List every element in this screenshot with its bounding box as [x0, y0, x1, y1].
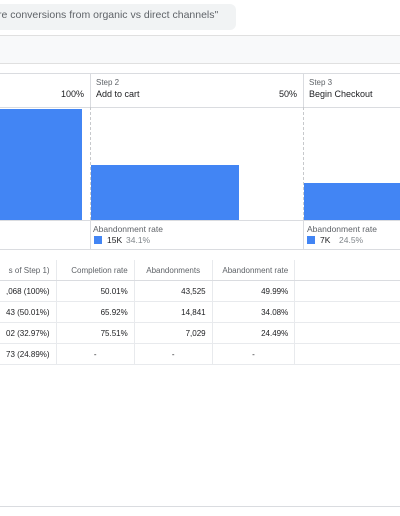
step-2-title: Add to cart: [96, 89, 140, 99]
table-cell: 34.08%: [212, 301, 296, 323]
footer-divider: [0, 506, 400, 507]
table-cell: 14,841: [134, 301, 213, 323]
table-cell: ,068 (100%): [0, 280, 57, 302]
table-cell: 02 (32.97%): [0, 322, 57, 344]
table-row: ,068 (100%) 50.01% 43,525 49.99%: [0, 280, 400, 302]
step-2-number: Step 2: [96, 78, 120, 87]
step-3[interactable]: Step 3 Begin Checkout Abandonment rate 7…: [304, 73, 400, 250]
abandonment-percent: 34.1%: [126, 235, 151, 245]
step-divider: [303, 73, 304, 107]
table-cell-empty: [294, 280, 400, 302]
abandonment-label: Abandonment rate: [307, 224, 377, 234]
step-3-title: Begin Checkout: [309, 89, 373, 99]
table-row: 73 (24.89%) - - -: [0, 343, 400, 365]
table-cell: 65.92%: [56, 301, 135, 323]
abandonment-value: 7K: [320, 235, 331, 245]
table-cell: 7,029: [134, 322, 213, 344]
table-cell: 24.49%: [212, 322, 296, 344]
table-cell: 75.51%: [56, 322, 135, 344]
funnel-bar[interactable]: [0, 109, 82, 220]
step-2[interactable]: Step 2 Add to cart 50% Abandonment rate …: [91, 73, 303, 250]
table-cell: 43 (50.01%): [0, 301, 57, 323]
column-header-empty: [294, 260, 400, 281]
funnel-top-border: [0, 73, 400, 74]
funnel-baseline: [0, 220, 400, 221]
step-divider: [303, 107, 304, 220]
table-cell: -: [134, 343, 213, 365]
top-bar: re conversions from organic vs direct ch…: [0, 0, 400, 35]
column-header[interactable]: Abandonment rate: [212, 260, 296, 281]
table-row: 43 (50.01%) 65.92% 14,841 34.08%: [0, 301, 400, 323]
legend-swatch: [94, 236, 102, 244]
legend-swatch: [307, 236, 315, 244]
column-header[interactable]: s of Step 1): [0, 260, 57, 281]
funnel-bar[interactable]: [91, 165, 239, 220]
table-cell: -: [212, 343, 296, 365]
table-cell-empty: [294, 301, 400, 323]
step-divider: [303, 220, 304, 250]
table-cell: 73 (24.89%): [0, 343, 57, 365]
toolbar: [0, 35, 400, 64]
table-cell: 43,525: [134, 280, 213, 302]
step-divider: [90, 73, 91, 107]
table-header-row: s of Step 1) Completion rate Abandonment…: [0, 260, 400, 281]
step-divider: [90, 220, 91, 250]
step-1-percent: 100%: [60, 89, 84, 99]
abandonment-value: 15K: [107, 235, 123, 245]
step-2-percent: 50%: [278, 89, 297, 99]
column-header[interactable]: Completion rate: [56, 260, 135, 281]
search-input[interactable]: re conversions from organic vs direct ch…: [0, 4, 236, 30]
funnel-bottom-border: [0, 249, 400, 250]
table-cell: 49.99%: [212, 280, 296, 302]
step-1[interactable]: 100%: [0, 73, 90, 250]
table-cell: 50.01%: [56, 280, 135, 302]
column-header[interactable]: Abandonments: [134, 260, 213, 281]
funnel-header-border: [0, 107, 400, 108]
step-divider: [90, 107, 91, 220]
step-3-number: Step 3: [309, 78, 333, 87]
abandonment-label: Abandonment rate: [93, 224, 163, 234]
table-row: 02 (32.97%) 75.51% 7,029 24.49%: [0, 322, 400, 344]
funnel-chart: 100% Step 2 Add to cart 50% Abandonment …: [0, 73, 400, 250]
funnel-table: s of Step 1) Completion rate Abandonment…: [0, 260, 400, 365]
table-cell-empty: [294, 343, 400, 365]
abandonment-percent: 24.5%: [339, 235, 364, 245]
funnel-bar[interactable]: [304, 183, 400, 220]
table-cell: -: [56, 343, 135, 365]
table-cell-empty: [294, 322, 400, 344]
